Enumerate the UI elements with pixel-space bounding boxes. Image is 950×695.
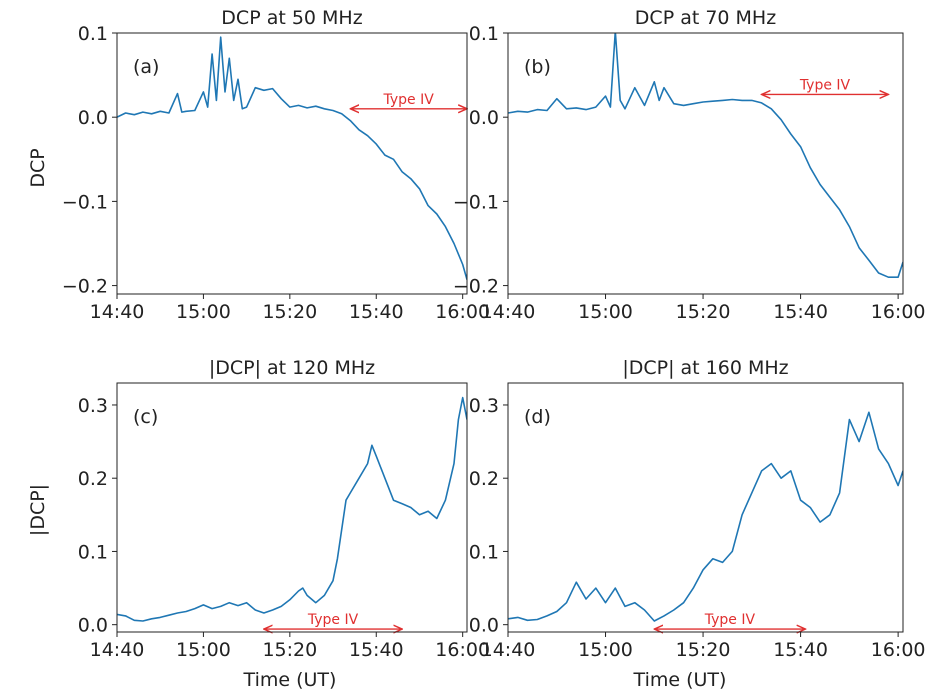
x-tick-label: 14:40 <box>481 301 536 323</box>
y-axis-label-top: DCP <box>27 148 49 187</box>
type-iv-label: Type IV <box>799 77 851 93</box>
x-tick-label: 15:00 <box>176 301 231 323</box>
series-line <box>117 36 467 280</box>
x-tick-label: 16:00 <box>871 639 926 661</box>
y-tick-label: 0.2 <box>469 468 499 490</box>
y-tick-label: 0.1 <box>78 23 108 45</box>
chart-panel-a: DCP at 50 MHz Type IV 14:40 15:00 15:20 15:40… <box>62 7 490 323</box>
x-tick-label: 14:40 <box>90 639 145 661</box>
x-tick-label: 15:20 <box>262 639 317 661</box>
panel-title: DCP at 50 MHz <box>221 7 362 29</box>
panels-layer: DCP at 50 MHz Type IV 14:40 15:00 15:20 15:40… <box>62 7 926 661</box>
x-axis-label-left: Time (UT) <box>243 669 337 691</box>
y-tick-label: −0.1 <box>453 191 499 213</box>
y-tick-label: 0.0 <box>78 107 108 129</box>
axes-frame <box>116 32 468 295</box>
y-tick-label: −0.2 <box>453 276 499 298</box>
x-tick-label: 14:40 <box>481 639 536 661</box>
x-tick-label: 16:00 <box>871 301 926 323</box>
x-tick-label: 15:40 <box>349 301 404 323</box>
x-tick-label: 16:00 <box>435 639 490 661</box>
type-iv-label: Type IV <box>383 92 435 108</box>
chart-panel-d: |DCP| at 160 MHz Type IV 14:40 15:00 15:20 15… <box>469 357 926 661</box>
x-tick-label: 15:20 <box>676 301 731 323</box>
y-tick-label: −0.2 <box>62 276 108 298</box>
x-tick-label: 15:40 <box>349 639 404 661</box>
x-axis-label-right: Time (UT) <box>633 669 727 691</box>
y-tick-label: 0.3 <box>469 395 499 417</box>
x-tick-label: 14:40 <box>90 301 145 323</box>
type-iv-label: Type IV <box>307 612 359 628</box>
x-tick-label: 15:00 <box>578 639 633 661</box>
y-tick-label: 0.1 <box>469 23 499 45</box>
x-tick-label: 15:20 <box>262 301 317 323</box>
axes-frame <box>507 382 904 633</box>
panel-letter: (a) <box>133 56 159 78</box>
axes-frame <box>507 32 904 295</box>
y-tick-label: −0.1 <box>62 191 108 213</box>
y-tick-label: 0.0 <box>469 615 499 637</box>
panel-title: |DCP| at 160 MHz <box>622 357 788 379</box>
panel-title: DCP at 70 MHz <box>635 7 776 29</box>
chart-panel-b: DCP at 70 MHz Type IV 14:40 15:00 15:20 15:40… <box>453 7 926 323</box>
x-tick-label: 16:00 <box>435 301 490 323</box>
panel-letter: (d) <box>524 406 551 428</box>
panel-letter: (c) <box>133 406 158 428</box>
y-tick-label: 0.0 <box>78 615 108 637</box>
y-axis-label-bottom: |DCP| <box>27 484 49 536</box>
x-tick-label: 15:00 <box>176 639 231 661</box>
series-line <box>508 33 903 279</box>
x-tick-label: 15:20 <box>676 639 731 661</box>
axes-frame <box>116 382 468 633</box>
chart-panel-c: |DCP| at 120 MHz Type IV 14:40 15:00 15:20 15… <box>78 357 490 661</box>
x-tick-label: 15:40 <box>773 639 828 661</box>
series-line <box>508 411 903 622</box>
type-iv-label: Type IV <box>704 612 756 628</box>
y-tick-label: 0.2 <box>78 468 108 490</box>
y-tick-label: 0.1 <box>78 541 108 563</box>
panel-letter: (b) <box>524 56 551 78</box>
x-tick-label: 15:00 <box>578 301 633 323</box>
y-tick-label: 0.1 <box>469 541 499 563</box>
panel-title: |DCP| at 120 MHz <box>209 357 375 379</box>
y-tick-label: 0.0 <box>469 107 499 129</box>
series-line <box>117 396 467 622</box>
y-tick-label: 0.3 <box>78 395 108 417</box>
x-tick-label: 15:40 <box>773 301 828 323</box>
